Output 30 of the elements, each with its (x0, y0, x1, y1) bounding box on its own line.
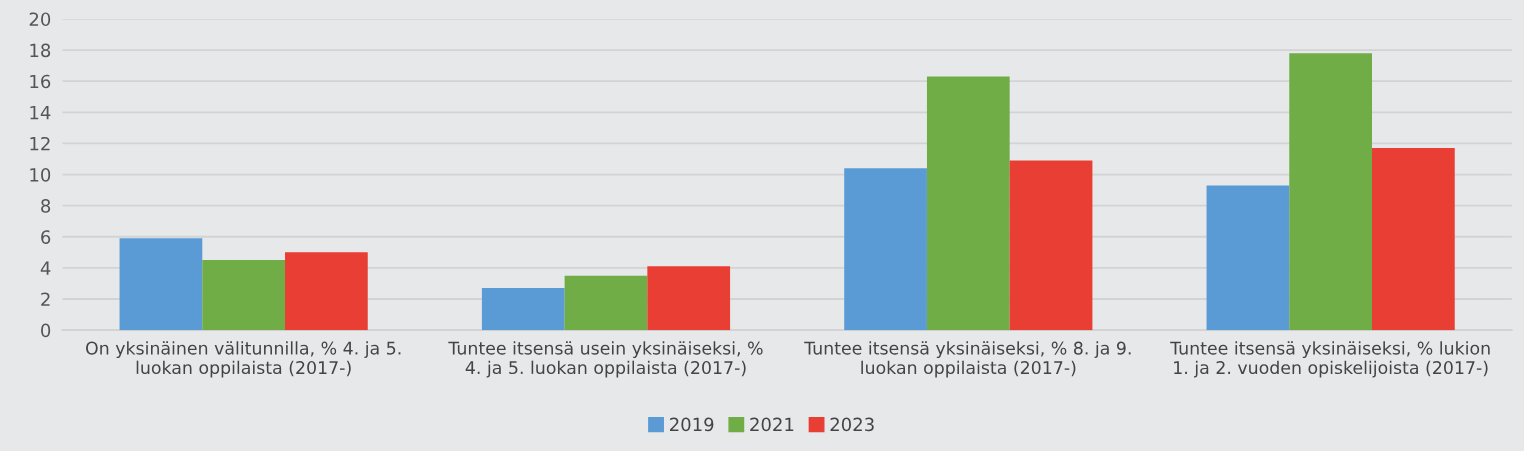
bar (119, 238, 203, 331)
bar (844, 168, 927, 331)
y-tick-label: 4 (40, 261, 51, 275)
y-tick-label: 2 (41, 292, 50, 306)
y-tick-label: 18 (30, 43, 51, 58)
legend-label: 2019 (670, 417, 714, 432)
x-tick-label: On yksinäinen välitunnilla, % 4. ja 5. luokan oppilaista (2017-) (86, 341, 401, 378)
x-tick-label: Tuntee itsensä yksinäiseksi, % 8. ja 9. luokan oppilaista (2017-) (804, 341, 1131, 378)
bar (1009, 160, 1093, 331)
bar (926, 76, 1010, 331)
bar (1206, 185, 1290, 331)
y-tick-label: 16 (30, 74, 51, 89)
bar (564, 275, 648, 331)
y-tick-label: 12 (30, 136, 50, 151)
y-tick-label: 14 (30, 106, 51, 120)
y-tick-label: 10 (30, 168, 51, 182)
bar (202, 260, 286, 331)
x-tick-label: Tuntee itsensä usein yksinäiseksi, % 4. ja 5. luokan oppilaista (2017-) (448, 341, 763, 378)
bar (1289, 53, 1373, 331)
bar (481, 288, 565, 331)
bar (647, 266, 731, 331)
bar (285, 252, 368, 331)
y-tick-label: 20 (29, 12, 51, 27)
legend-label: 2023 (830, 417, 874, 432)
y-tick-label: 0 (41, 323, 51, 338)
bar (1372, 148, 1455, 331)
y-tick-label: 8 (41, 199, 51, 213)
y-tick-label: 6 (41, 230, 51, 244)
legend-label: 2021 (750, 417, 794, 432)
x-tick-label: Tuntee itsensä yksinäiseksi, % lukion 1. ja 2. vuoden opiskelijoista (2017-) (1170, 341, 1490, 378)
